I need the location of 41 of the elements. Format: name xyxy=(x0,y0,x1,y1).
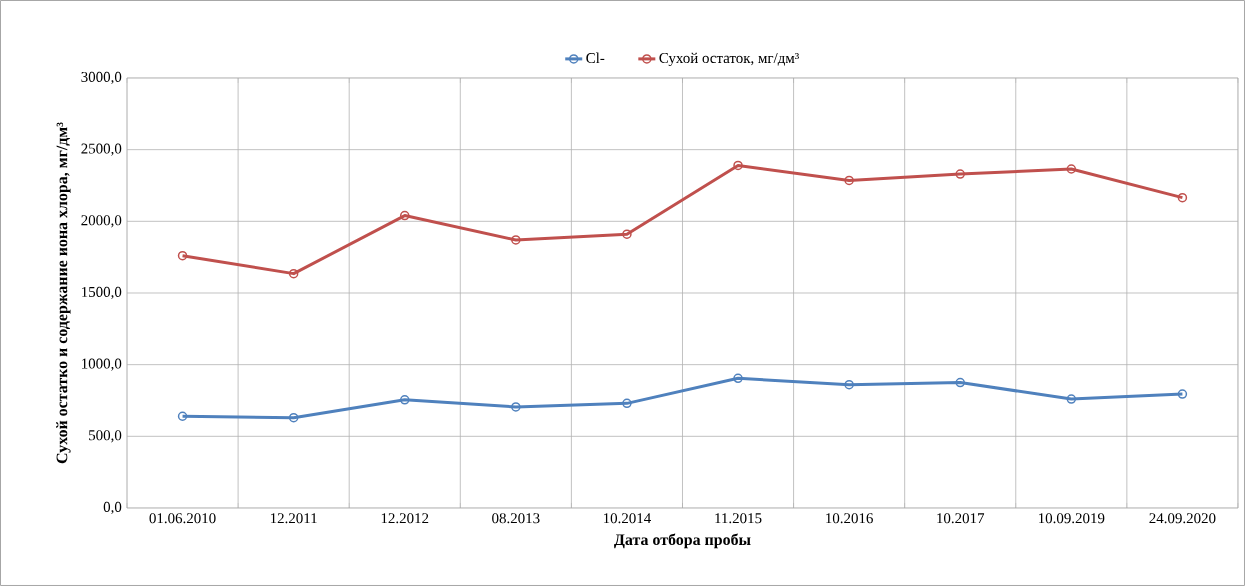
legend-label: Сухой остаток, мг/дм³ xyxy=(659,52,799,67)
x-tick-label: 10.2017 xyxy=(937,513,985,524)
point xyxy=(288,412,299,423)
point xyxy=(288,268,299,279)
point xyxy=(1177,389,1188,399)
point xyxy=(400,210,410,221)
point xyxy=(622,398,632,409)
point xyxy=(622,229,632,239)
x-axis-title: Дата отбора пробы xyxy=(614,533,751,549)
y-tick-label: 0,0 xyxy=(103,501,122,515)
x-tick-label: 01.06.2010 xyxy=(149,513,216,524)
x-tick-label: 08.2013 xyxy=(492,513,540,524)
point xyxy=(733,373,743,384)
y-tick-label: 500,0 xyxy=(89,430,122,443)
point xyxy=(1066,394,1077,404)
y-tick-label: 1000,0 xyxy=(82,358,122,371)
x-tick-label: 11.2015 xyxy=(715,513,762,524)
point xyxy=(400,395,410,405)
y-tick-label: 1500,0 xyxy=(82,286,122,300)
point xyxy=(1066,164,1077,174)
point xyxy=(955,377,965,388)
x-tick-label: 12.2011 xyxy=(270,513,317,524)
point xyxy=(733,160,743,171)
x-tick-label: 12.2012 xyxy=(381,513,429,524)
point xyxy=(511,402,521,412)
y-tick-label: 3000,0 xyxy=(81,71,122,85)
point xyxy=(1177,192,1188,203)
point xyxy=(511,235,521,245)
x-tick-label: 24.09.2020 xyxy=(1149,513,1216,524)
y-tick-label: 2500,0 xyxy=(81,143,122,156)
point xyxy=(177,411,188,421)
point xyxy=(955,169,965,179)
x-tick-label: 10.2016 xyxy=(826,513,873,524)
x-tick-label: 10.09.2019 xyxy=(1039,513,1105,524)
legend-label: Cl- xyxy=(586,52,605,64)
point xyxy=(177,250,188,261)
y-tick-label: 2000,0 xyxy=(81,215,122,228)
point xyxy=(844,175,854,186)
y-axis-title: Сухой остатко и содержание иона хлора, мг/дм³ xyxy=(56,122,71,464)
x-tick-label: 10.2014 xyxy=(603,513,651,524)
point xyxy=(844,379,854,390)
